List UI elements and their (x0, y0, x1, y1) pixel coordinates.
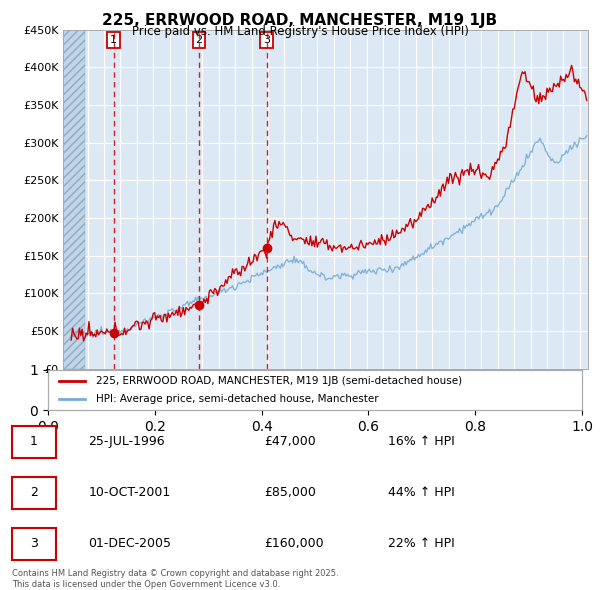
Text: 225, ERRWOOD ROAD, MANCHESTER, M19 1JB: 225, ERRWOOD ROAD, MANCHESTER, M19 1JB (103, 13, 497, 28)
Text: HPI: Average price, semi-detached house, Manchester: HPI: Average price, semi-detached house,… (96, 394, 379, 404)
Text: Price paid vs. HM Land Registry's House Price Index (HPI): Price paid vs. HM Land Registry's House … (131, 25, 469, 38)
FancyBboxPatch shape (12, 527, 56, 559)
Text: 2: 2 (195, 35, 202, 45)
Text: 3: 3 (30, 537, 38, 550)
Text: 1: 1 (110, 35, 117, 45)
Text: £160,000: £160,000 (265, 537, 325, 550)
Text: £47,000: £47,000 (265, 435, 316, 448)
Text: 22% ↑ HPI: 22% ↑ HPI (388, 537, 455, 550)
Text: 10-OCT-2001: 10-OCT-2001 (88, 486, 170, 499)
Text: 01-DEC-2005: 01-DEC-2005 (88, 537, 172, 550)
FancyBboxPatch shape (12, 426, 56, 458)
Text: 3: 3 (263, 35, 270, 45)
Text: 44% ↑ HPI: 44% ↑ HPI (388, 486, 455, 499)
Text: 16% ↑ HPI: 16% ↑ HPI (388, 435, 455, 448)
Text: £85,000: £85,000 (265, 486, 317, 499)
FancyBboxPatch shape (12, 477, 56, 509)
Text: 2: 2 (30, 486, 38, 499)
Text: 25-JUL-1996: 25-JUL-1996 (88, 435, 165, 448)
Text: 225, ERRWOOD ROAD, MANCHESTER, M19 1JB (semi-detached house): 225, ERRWOOD ROAD, MANCHESTER, M19 1JB (… (96, 376, 462, 386)
Text: 1: 1 (30, 435, 38, 448)
Text: Contains HM Land Registry data © Crown copyright and database right 2025.
This d: Contains HM Land Registry data © Crown c… (12, 569, 338, 589)
